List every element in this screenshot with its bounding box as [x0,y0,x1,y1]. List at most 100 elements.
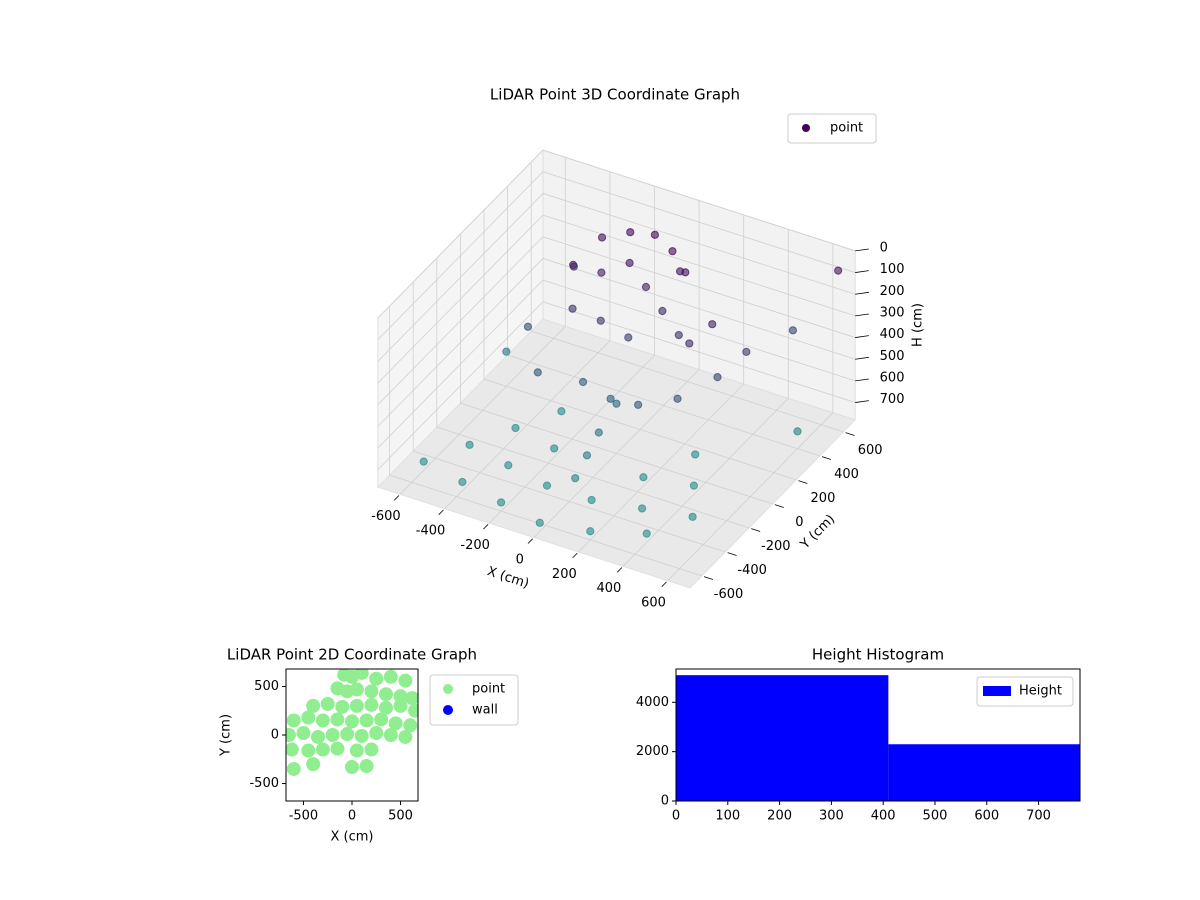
point [568,304,577,313]
point [634,400,643,409]
tick-mark [661,581,667,587]
grid-line [436,426,750,529]
x-tick-label: 0 [672,809,680,824]
grid-line [377,149,544,319]
point [557,407,566,416]
point [398,729,413,744]
x-axis-label: X (cm) [331,830,374,845]
z-tick-label: 200 [880,284,905,299]
legend-swatch [983,686,1011,696]
plot-area [286,669,418,776]
y-tick-label: -500 [249,776,279,791]
y-tick-label: 0 [661,794,669,809]
legend-label: point [472,682,505,697]
point [535,518,544,527]
x-tick-label: 500 [388,809,413,824]
point [497,498,506,507]
z-tick-label: 300 [880,306,905,321]
x-tick-label: -500 [289,809,319,824]
x-tick-label: 0 [348,809,356,824]
point [550,444,559,453]
tick-mark [616,567,623,573]
legend-marker [443,705,453,715]
grid-line [377,301,544,471]
point [369,726,384,741]
point [354,728,369,743]
tick-mark [855,248,869,252]
point [788,326,798,335]
y-tick-label: 600 [858,443,883,458]
point [638,504,647,513]
tick-mark [703,576,714,580]
tick-mark [483,524,489,530]
point [364,697,379,712]
tick-mark [572,552,578,559]
point [398,673,413,688]
point [320,696,335,711]
point [542,481,552,490]
point [364,742,379,757]
point [742,347,751,356]
point [286,713,301,728]
point [504,461,513,470]
point [306,757,321,772]
tick-mark [774,504,784,508]
point [301,710,316,725]
point [383,728,398,742]
y-tick-label: -200 [761,539,791,554]
z-tick-label: 700 [880,392,905,407]
x-tick-label: 100 [715,809,740,824]
point [335,699,350,714]
y-tick-label: -400 [737,563,767,578]
point [378,700,393,715]
legend-label: point [830,121,863,136]
grid-line [377,258,544,427]
legend-marker [802,124,810,132]
point [674,330,683,340]
grid-line [542,279,856,382]
x-tick-label: 0 [516,552,524,567]
legend-box [976,676,1074,707]
z-tick-label: 400 [880,327,905,342]
point [354,669,369,680]
grid-line [460,402,773,505]
tick-mark [855,378,869,382]
point [676,267,685,276]
point [330,712,345,727]
bar [676,675,889,801]
chart-title: LiDAR Point 3D Coordinate Graph [490,86,740,104]
legend-label: wall [472,703,498,718]
point [364,684,379,699]
point [301,743,316,758]
x-tick-label: 200 [767,809,792,824]
point [668,247,677,256]
tick-mark [855,335,869,338]
point [388,716,403,731]
point [325,728,340,742]
point [523,322,533,331]
point [688,512,697,521]
point [359,759,374,774]
point [639,473,648,482]
grid-line [542,214,856,317]
tick-mark [821,456,832,460]
point [315,742,330,757]
x-tick-label: -200 [460,538,490,553]
point [658,306,667,316]
y-tick-label: 400 [834,467,859,482]
chart-title: Height Histogram [812,646,944,664]
x-tick-label: -400 [416,524,446,539]
point [606,394,615,403]
x-tick-label: 500 [923,809,948,824]
x-tick-label: 700 [1026,809,1051,824]
x-tick-label: -600 [371,509,401,524]
point [691,450,700,459]
tick-mark [393,495,400,501]
point [578,377,588,387]
grid-line [483,378,797,481]
point [403,718,418,733]
y-tick-label: 500 [254,679,279,694]
point [642,529,651,538]
z-tick-label: 600 [880,371,905,386]
grid-line [542,301,856,403]
